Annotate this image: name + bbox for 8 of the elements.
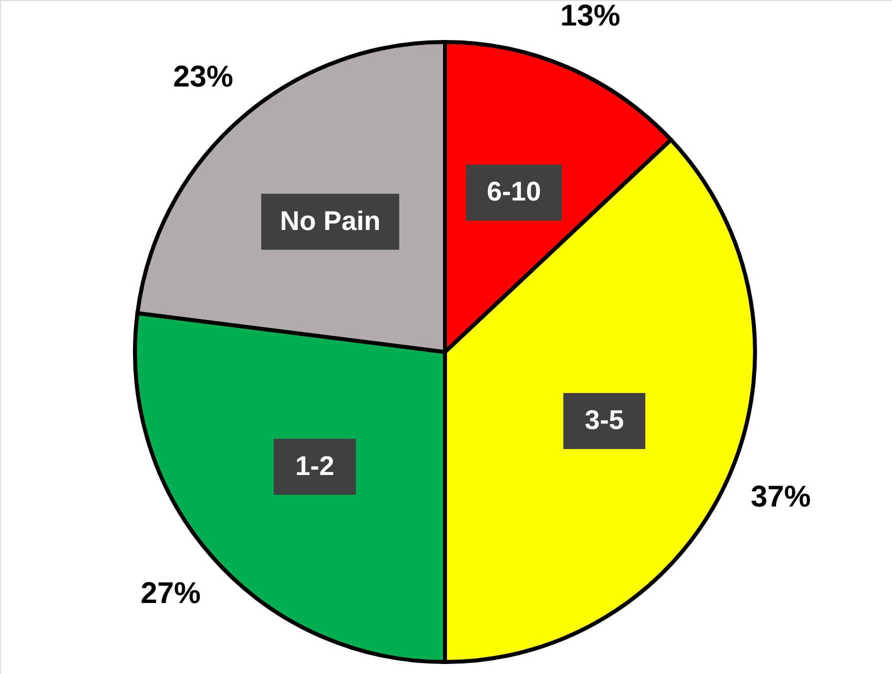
slice-label: 6-10 <box>486 176 541 207</box>
slice-label: No Pain <box>280 206 380 236</box>
slice-label: 1-2 <box>295 450 334 481</box>
data-label: 23% <box>173 60 234 94</box>
data-label: 27% <box>140 576 201 610</box>
data-label: 13% <box>560 0 620 32</box>
slice-label: 3-5 <box>584 404 624 435</box>
data-label: 37% <box>750 480 811 514</box>
